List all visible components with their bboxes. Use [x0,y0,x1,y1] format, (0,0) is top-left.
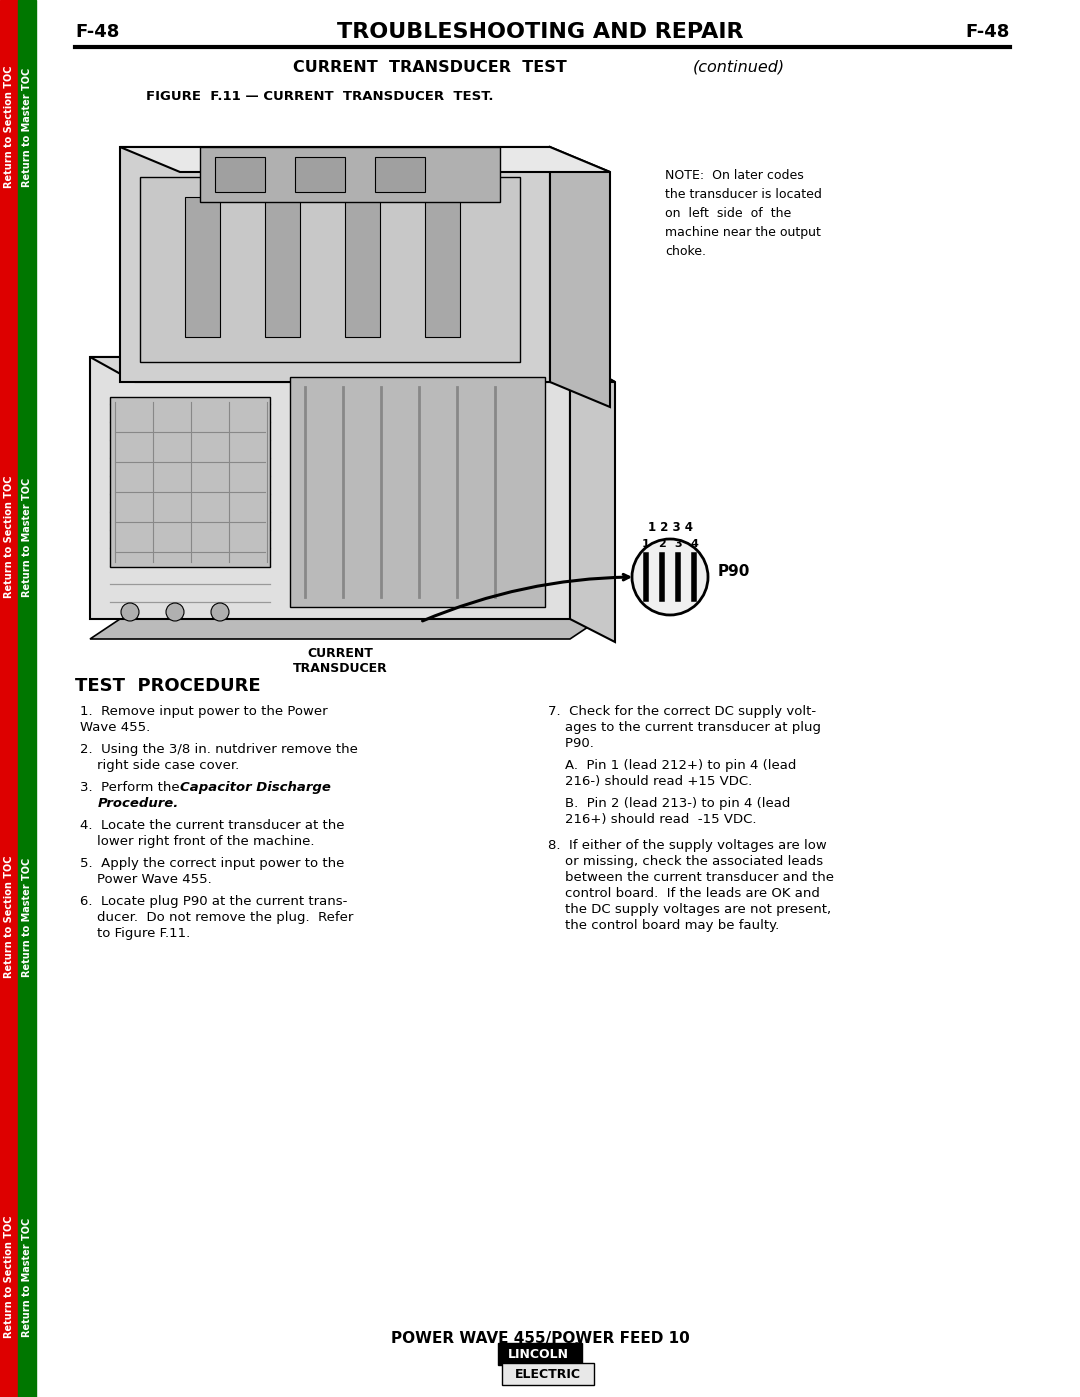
Polygon shape [90,619,600,638]
Text: F-48: F-48 [966,22,1010,41]
Text: NOTE:  On later codes: NOTE: On later codes [665,169,804,182]
Text: Procedure.: Procedure. [98,798,179,810]
Text: FIGURE  F.11 — CURRENT  TRANSDUCER  TEST.: FIGURE F.11 — CURRENT TRANSDUCER TEST. [146,91,494,103]
Text: Return to Section TOC: Return to Section TOC [4,1215,14,1338]
Text: Return to Section TOC: Return to Section TOC [4,66,14,189]
Text: B.  Pin 2 (lead 213-) to pin 4 (lead: B. Pin 2 (lead 213-) to pin 4 (lead [548,798,791,810]
Text: P90.: P90. [548,738,594,750]
Text: ®: ® [573,1343,581,1351]
Text: ELECTRIC: ELECTRIC [515,1368,581,1380]
Text: CURRENT  TRANSDUCER  TEST: CURRENT TRANSDUCER TEST [293,60,567,74]
Text: control board.  If the leads are OK and: control board. If the leads are OK and [548,887,820,900]
Polygon shape [550,147,610,407]
Text: 4.  Locate the current transducer at the: 4. Locate the current transducer at the [80,819,345,833]
Text: 6.  Locate plug P90 at the current trans-: 6. Locate plug P90 at the current trans- [80,895,348,908]
Polygon shape [90,358,570,619]
Bar [215,156,265,191]
Text: 3: 3 [674,539,681,549]
Circle shape [121,604,139,622]
Text: 1 2 3 4: 1 2 3 4 [648,521,692,534]
Text: the control board may be faulty.: the control board may be faulty. [548,919,780,932]
Circle shape [632,539,708,615]
Text: lower right front of the machine.: lower right front of the machine. [80,835,314,848]
Text: ages to the current transducer at plug: ages to the current transducer at plug [548,721,821,733]
Text: Capacitor Discharge: Capacitor Discharge [180,781,330,793]
Bar [265,197,300,337]
Text: P90: P90 [718,564,751,580]
Bar [18,0,36,1397]
Bar [498,1343,582,1365]
Text: Return to Master TOC: Return to Master TOC [22,1217,32,1337]
Text: or missing, check the associated leads: or missing, check the associated leads [548,855,823,868]
Bar [375,156,426,191]
Text: Return to Master TOC: Return to Master TOC [22,858,32,977]
Circle shape [166,604,184,622]
Polygon shape [570,358,615,643]
Text: 2.  Using the 3/8 in. nutdriver remove the: 2. Using the 3/8 in. nutdriver remove th… [80,743,357,756]
Bar [200,147,500,203]
Bar [291,377,545,608]
Text: right side case cover.: right side case cover. [80,759,240,773]
Polygon shape [90,358,615,381]
Text: TEST  PROCEDURE: TEST PROCEDURE [75,678,260,694]
Text: Power Wave 455.: Power Wave 455. [80,873,212,886]
Text: Return to Section TOC: Return to Section TOC [4,476,14,598]
Text: 5.  Apply the correct input power to the: 5. Apply the correct input power to the [80,856,345,870]
Text: machine near the output: machine near the output [665,226,821,239]
Text: ducer.  Do not remove the plug.  Refer: ducer. Do not remove the plug. Refer [80,911,353,923]
Text: TROUBLESHOOTING AND REPAIR: TROUBLESHOOTING AND REPAIR [337,22,743,42]
Text: Return to Section TOC: Return to Section TOC [4,856,14,978]
Bar [0,0,18,1397]
Text: 2: 2 [658,539,666,549]
Bar [426,197,460,337]
Text: the DC supply voltages are not present,: the DC supply voltages are not present, [548,902,832,916]
Text: F-48: F-48 [75,22,120,41]
Text: between the current transducer and the: between the current transducer and the [548,870,834,884]
Bar [140,177,519,362]
Text: on  left  side  of  the: on left side of the [665,207,792,219]
Text: 7.  Check for the correct DC supply volt-: 7. Check for the correct DC supply volt- [548,705,816,718]
Text: Return to Master TOC: Return to Master TOC [22,67,32,187]
Polygon shape [120,147,610,172]
Bar [502,1363,594,1384]
Text: 4: 4 [690,539,698,549]
Bar [345,197,380,337]
Text: 216+) should read  -15 VDC.: 216+) should read -15 VDC. [548,813,756,826]
Text: 216-) should read +15 VDC.: 216-) should read +15 VDC. [548,775,753,788]
Text: 1: 1 [643,539,650,549]
Text: Wave 455.: Wave 455. [80,721,150,733]
Text: CURRENT
TRANSDUCER: CURRENT TRANSDUCER [293,647,388,675]
Text: LINCOLN: LINCOLN [508,1348,568,1361]
Bar [110,397,270,567]
Text: to Figure F.11.: to Figure F.11. [80,928,190,940]
Text: 3.  Perform the: 3. Perform the [80,781,184,793]
Text: POWER WAVE 455/POWER FEED 10: POWER WAVE 455/POWER FEED 10 [391,1331,689,1347]
Polygon shape [120,147,550,381]
Text: the transducer is located: the transducer is located [665,189,822,201]
Text: A.  Pin 1 (lead 212+) to pin 4 (lead: A. Pin 1 (lead 212+) to pin 4 (lead [548,759,796,773]
Text: 1.  Remove input power to the Power: 1. Remove input power to the Power [80,705,327,718]
Text: (continued): (continued) [693,60,785,74]
Bar [295,156,345,191]
Text: choke.: choke. [665,244,706,258]
Circle shape [211,604,229,622]
Bar [185,197,220,337]
Text: Return to Master TOC: Return to Master TOC [22,478,32,597]
Text: 8.  If either of the supply voltages are low: 8. If either of the supply voltages are … [548,840,827,852]
